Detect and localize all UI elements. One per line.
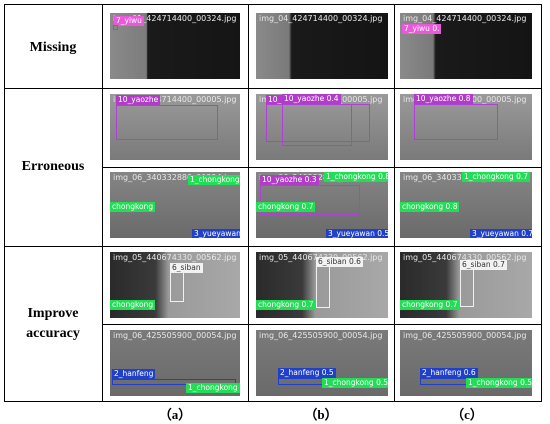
- image-filename: img_06_425505900_00054.jpg: [259, 331, 383, 340]
- bounding-box: [170, 272, 184, 302]
- figure-grid: [4, 4, 542, 402]
- bounding-box: [460, 269, 474, 307]
- result-image: img_05_440674330_00562.jpg 6_siban 0.7 c…: [400, 252, 532, 318]
- image-filename: img_06_425505900_00054.jpg: [403, 331, 527, 340]
- result-image: img_06_340332880_00324.jpg 1_chongkong 0…: [400, 172, 532, 238]
- detection-label: chongkong 0.8: [400, 202, 460, 212]
- detection-label: 2_hanfeng 0.6: [420, 368, 478, 378]
- detection-label: 1_chongkong 0.8: [324, 172, 388, 182]
- bounding-box: [260, 185, 360, 215]
- detection-label: 7_yiwu: [114, 16, 144, 26]
- result-image: img_04_424714400_00005.jpg 10_yaozhe 0.4…: [256, 94, 388, 160]
- detection-label: chongkong 0.7: [400, 300, 460, 310]
- result-image: img_01_424714400_00324.jpg 7_yiwu: [110, 13, 240, 79]
- image-filename: img_04_424714400_00324.jpg: [259, 14, 383, 23]
- detection-label: 10_yaozhe 0.3: [260, 175, 319, 185]
- col-label-b: （b）: [304, 407, 338, 422]
- result-image: img_06_425505900_00054.jpg 2_hanfeng 1_c…: [110, 330, 240, 396]
- image-filename: img_01_424714400_00324.jpg: [113, 14, 237, 23]
- detection-label: 1_chongkong: [186, 383, 240, 393]
- bounding-box: [116, 105, 218, 140]
- detection-label: 10_yaozhe: [116, 95, 161, 105]
- result-image: img_05_440674330_00562.jpg 6_siban 0.6 c…: [256, 252, 388, 318]
- result-image: img_06_425505900_00054.jpg 2_hanfeng 0.6…: [400, 330, 532, 396]
- bounding-box: [112, 379, 236, 385]
- result-image: img_05_440674330_00562.jpg 6_siban chong…: [110, 252, 240, 318]
- detection-label: 6_siban: [170, 263, 203, 273]
- image-filename: img_05_440674330_00562.jpg: [113, 253, 237, 262]
- row-label-erroneous: Erroneous: [21, 159, 85, 174]
- detection-label: chongkong: [110, 300, 156, 310]
- detection-label: 10_: [266, 95, 284, 105]
- result-image: img_04_424714400_00324.jpg 7_yiwu 0.: [400, 13, 532, 79]
- image-filename: img_04_424714400_00005.jpg: [113, 95, 237, 104]
- detection-label: 1_chongkong: [188, 175, 240, 185]
- bounding-box: [282, 104, 352, 146]
- result-image: img_04_424714400_00005.jpg 10_yaozhe 0.8: [400, 94, 532, 160]
- grid-divider: [102, 167, 542, 168]
- detection-label: 2_hanfeng: [112, 369, 156, 379]
- grid-divider: [102, 4, 103, 402]
- grid-divider: [4, 246, 542, 247]
- detection-label: 3_yueyawan 0.7: [470, 229, 532, 238]
- bounding-box: [113, 25, 118, 30]
- detection-label: 3_yueyawan 0.5: [326, 229, 388, 238]
- image-filename: img_06_425505900_00054.jpg: [113, 331, 237, 340]
- col-label-a: （a）: [158, 407, 192, 422]
- detection-label: 7_yiwu 0.: [402, 24, 442, 34]
- grid-divider: [4, 88, 542, 89]
- row-label-missing: Missing: [29, 40, 77, 55]
- result-image: img_04_424714400_00005.jpg 10_yaozhe: [110, 94, 240, 160]
- detection-label: 3_yueyawan: [192, 229, 240, 238]
- grid-divider: [248, 4, 249, 402]
- detection-label: 10_yaozhe 0.4: [282, 94, 341, 104]
- detection-label: 1_chongkong 0.5: [322, 378, 388, 388]
- result-image: img_06_340332880_00324.jpg 1_chongkong c…: [110, 172, 240, 238]
- grid-divider: [102, 324, 542, 325]
- bounding-box: [316, 266, 330, 308]
- row-label-improve: Improve: [27, 306, 79, 321]
- bounding-box: [414, 104, 498, 140]
- image-filename: img_06_340332880_00324.jpg: [113, 173, 237, 182]
- detection-label: chongkong: [110, 202, 156, 212]
- detection-label: 6_siban 0.6: [316, 257, 363, 267]
- result-image: img_06_425505900_00054.jpg 2_hanfeng 0.5…: [256, 330, 388, 396]
- image-filename: img_04_424714400_00324.jpg: [403, 14, 527, 23]
- col-label-c: （c）: [451, 407, 483, 422]
- detection-label: 1_chongkong 0.5: [466, 378, 532, 388]
- image-filename: img_05_440674330_00562.jpg: [403, 253, 527, 262]
- detection-label: 1_chongkong 0.7: [462, 172, 530, 182]
- detection-label: chongkong 0.7: [256, 300, 316, 310]
- row-label-accuracy: accuracy: [26, 326, 80, 341]
- detection-label: chongkong 0.7: [256, 202, 316, 212]
- result-image: img_06_340332880_00324.jpg 10_yaozhe 0.3…: [256, 172, 388, 238]
- image-filename: img_06_340332880_00324.jpg: [259, 173, 383, 182]
- detection-label: 6_siban 0.7: [460, 260, 507, 270]
- detection-label: 10_yaozhe 0.8: [414, 94, 473, 104]
- detection-label: 2_hanfeng 0.5: [278, 368, 336, 378]
- grid-divider: [394, 4, 395, 402]
- result-image: img_04_424714400_00324.jpg: [256, 13, 388, 79]
